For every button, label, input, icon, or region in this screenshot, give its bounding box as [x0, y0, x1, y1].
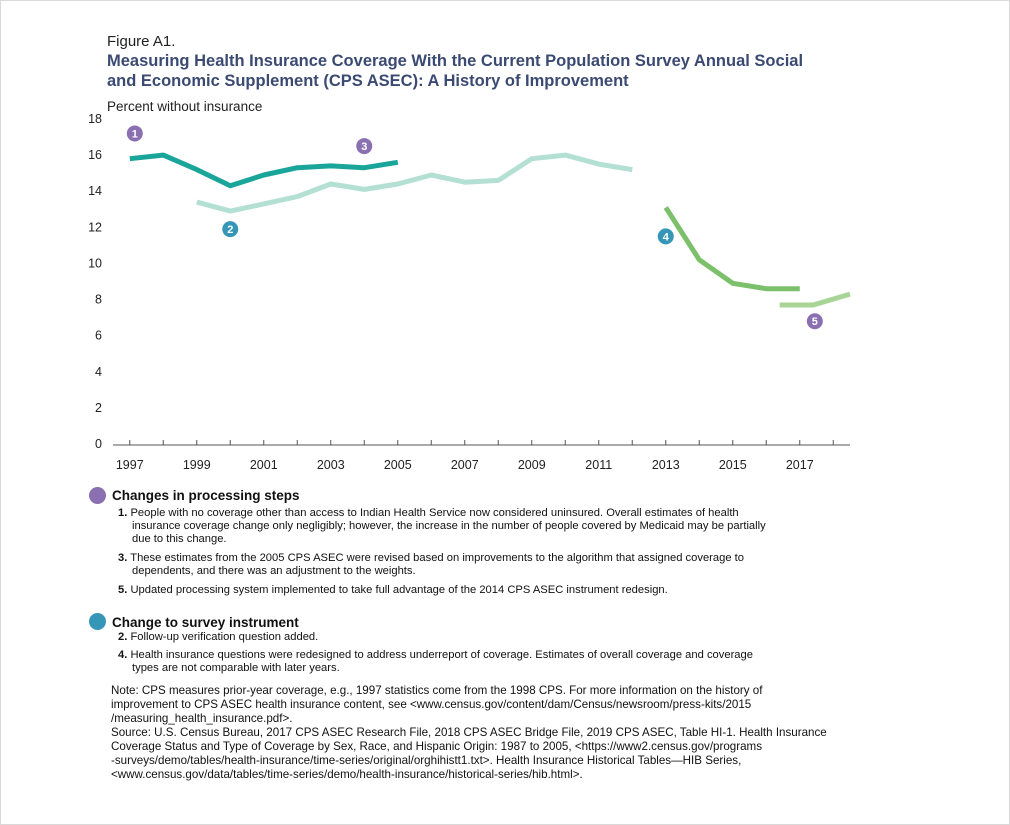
x-tick-label: 2001: [250, 458, 278, 472]
line-chart: 1997 1999 2001 2003 2005 2007 2009 2011 2013 2015…: [88, 112, 851, 472]
instrument-legend-title: Change to survey instrument: [112, 615, 299, 630]
item-number: 4.: [118, 649, 128, 661]
processing-legend-icon: [89, 487, 106, 504]
series-line-1: [129, 152, 399, 189]
processing-item-5: 5. Updated processing system implemented…: [118, 584, 818, 597]
y-tick-label: 4: [95, 365, 102, 379]
note-line: /measuring_health_insurance.pdf>.: [111, 712, 293, 725]
item-text: Follow-up verification question added.: [130, 631, 319, 643]
marker-1-label: 1: [132, 128, 138, 140]
y-tick-label: 8: [95, 293, 102, 307]
series-line-2: [196, 152, 633, 214]
note-block: Note: CPS measures prior-year coverage, …: [111, 684, 881, 726]
processing-legend-title: Changes in processing steps: [112, 488, 300, 503]
x-tick-label: 2009: [518, 458, 546, 472]
y-tick-label: 16: [88, 148, 102, 162]
processing-item-3: 3. These estimates from the 2005 CPS ASE…: [118, 552, 818, 578]
instrument-item-4: 4. Health insurance questions were redes…: [118, 649, 818, 675]
x-tick-label: 2011: [585, 458, 612, 472]
x-tick-label: 2015: [719, 458, 747, 472]
y-tick-label: 6: [95, 329, 102, 343]
item-number: 1.: [118, 507, 128, 519]
y-tick-label: 0: [95, 437, 102, 451]
item-number: 2.: [118, 631, 128, 643]
y-tick-label: 14: [88, 184, 102, 198]
series-line-3: [663, 206, 800, 292]
x-tick-label: 2003: [317, 458, 345, 472]
marker-5-label: 5: [812, 316, 818, 328]
item-number: 3.: [118, 552, 128, 564]
instrument-item-2: 2. Follow-up verification question added…: [118, 631, 818, 644]
marker-4-label: 4: [663, 231, 670, 243]
item-text: due to this change.: [132, 533, 227, 545]
source-line: Coverage Status and Type of Coverage by …: [111, 740, 763, 753]
item-number: 5.: [118, 584, 128, 596]
marker-2-label: 2: [227, 224, 233, 236]
item-text: Health insurance questions were redesign…: [130, 649, 753, 661]
x-tick-label: 2005: [384, 458, 412, 472]
item-text: Updated processing system implemented to…: [130, 584, 668, 596]
marker-3-label: 3: [361, 141, 367, 153]
note-line: improvement to CPS ASEC health insurance…: [111, 698, 752, 711]
figure-label: Figure A1.: [107, 33, 176, 50]
y-tick-label: 2: [95, 401, 102, 415]
series-line-4: [779, 291, 851, 308]
x-tick-label: 2013: [652, 458, 680, 472]
figure-title: Measuring Health Insurance Coverage With…: [107, 52, 804, 90]
marker-2-circle: [222, 221, 239, 238]
item-text: People with no coverage other than acces…: [130, 507, 739, 519]
y-tick-label: 18: [88, 112, 102, 126]
x-tick-label: 1999: [183, 458, 211, 472]
marker-4-circle: [657, 228, 674, 245]
source-line: Source: U.S. Census Bureau, 2017 CPS ASE…: [111, 726, 827, 739]
y-axis-label: Percent without insurance: [107, 99, 263, 114]
source-block: Source: U.S. Census Bureau, 2017 CPS ASE…: [111, 726, 881, 782]
x-tick-label: 2017: [786, 458, 814, 472]
x-tick-label: 2007: [451, 458, 479, 472]
item-text: These estimates from the 2005 CPS ASEC w…: [130, 552, 745, 564]
marker-5-circle: [806, 313, 823, 330]
note-line: Note: CPS measures prior-year coverage, …: [111, 684, 763, 697]
source-line: <www.census.gov/data/tables/time-series/…: [111, 768, 583, 781]
instrument-legend-icon: [89, 613, 106, 630]
y-tick-label: 10: [88, 256, 102, 270]
marker-1-circle: [126, 125, 143, 142]
x-tick-label: 1997: [116, 458, 144, 472]
marker-3-circle: [356, 138, 373, 155]
item-text: types are not comparable with later year…: [132, 662, 340, 674]
item-text: dependents, and there was an adjustment …: [132, 565, 416, 577]
processing-item-1: 1. People with no coverage other than ac…: [118, 507, 818, 546]
y-tick-label: 12: [88, 220, 102, 234]
source-line: -surveys/demo/tables/health-insurance/ti…: [111, 754, 742, 767]
item-text: insurance coverage change only negligibl…: [132, 520, 766, 532]
